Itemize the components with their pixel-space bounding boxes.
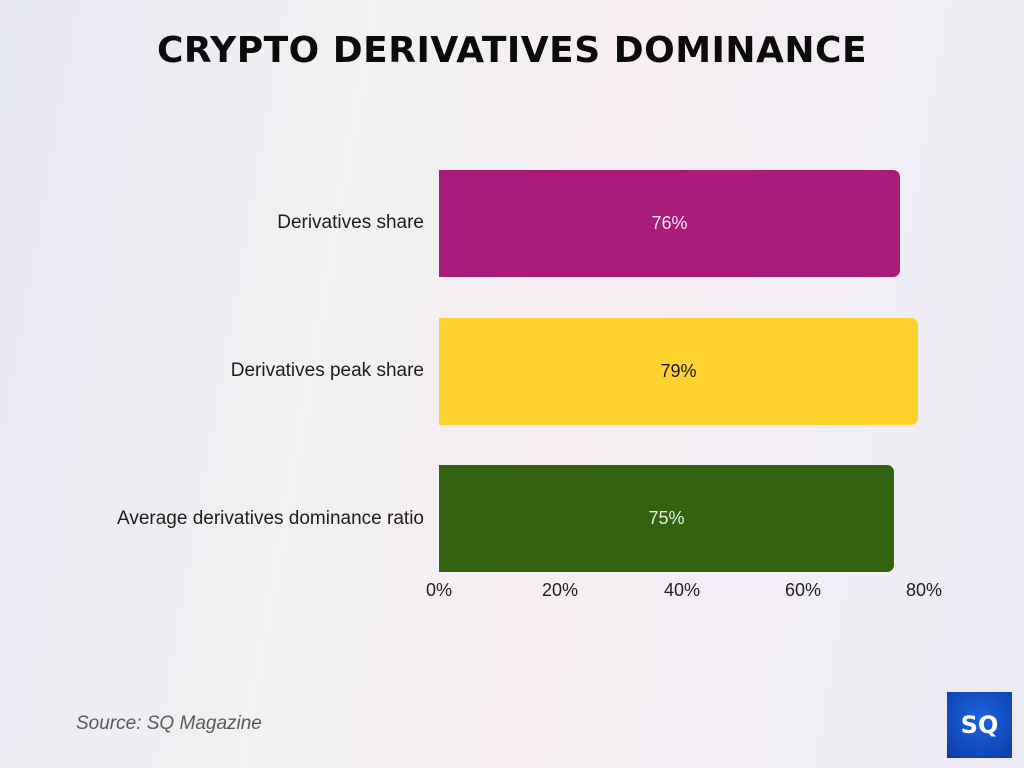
bar-average-dominance-ratio: 75% [439, 465, 894, 572]
logo-text: SQ [960, 711, 999, 739]
bar-value-label: 75% [648, 508, 685, 528]
x-tick: 0% [425, 580, 453, 600]
category-label: Average derivatives dominance ratio [117, 508, 424, 529]
category-label: Derivatives share [277, 212, 424, 233]
x-tick: 40% [663, 580, 701, 600]
x-tick: 60% [784, 580, 822, 600]
x-tick: 80% [905, 580, 943, 600]
source-caption: Source: SQ Magazine [76, 713, 262, 734]
bar-derivatives-share: 76% [439, 170, 900, 277]
sq-logo: SQ [947, 692, 1012, 758]
bar-value-label: 76% [651, 213, 688, 233]
category-label: Derivatives peak share [230, 360, 424, 381]
chart-title: CRYPTO DERIVATIVES DOMINANCE [156, 30, 868, 71]
bar-derivatives-peak-share: 79% [439, 318, 918, 425]
x-tick: 20% [541, 580, 579, 600]
bar-value-label: 79% [660, 361, 697, 381]
